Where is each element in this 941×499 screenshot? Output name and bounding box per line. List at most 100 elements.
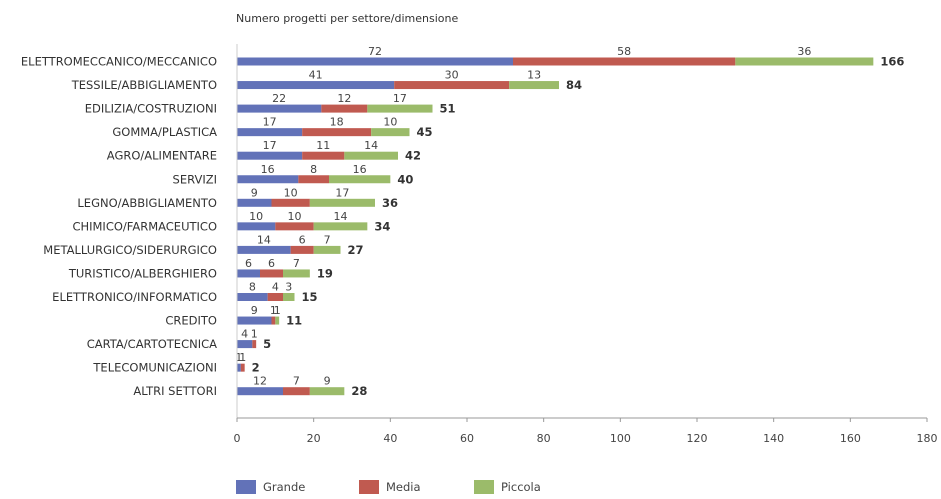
total-value-label: 51 bbox=[440, 102, 456, 116]
category-label: EDILIZIA/COSTRUZIONI bbox=[85, 102, 217, 116]
segment-value-label: 14 bbox=[257, 233, 271, 246]
bar-row: CHIMICO/FARMACEUTICO 10 10 14 34 bbox=[72, 210, 390, 234]
total-value-label: 45 bbox=[417, 125, 433, 139]
bar-segment-piccola bbox=[509, 81, 559, 90]
bar-segment-piccola bbox=[313, 245, 341, 254]
category-label: AGRO/ALIMENTARE bbox=[107, 149, 217, 163]
bar-row: CARTA/CARTOTECNICA 4 15 bbox=[87, 328, 271, 352]
bar-row: METALLURGICO/SIDERURGICO 14 6 7 27 bbox=[43, 233, 363, 257]
segment-value-label: 30 bbox=[445, 69, 459, 82]
x-tick-label: 40 bbox=[383, 432, 397, 445]
legend-item: Piccola bbox=[474, 480, 541, 494]
segment-value-label: 1 bbox=[239, 351, 246, 364]
bar-segment-media bbox=[252, 340, 257, 349]
bar-row: ELETTRONICO/INFORMATICO 8 4 3 15 bbox=[52, 281, 317, 305]
segment-value-label: 36 bbox=[797, 45, 811, 58]
segment-value-label: 14 bbox=[364, 139, 378, 152]
x-tick-label: 160 bbox=[840, 432, 861, 445]
category-label: TURISTICO/ALBERGHIERO bbox=[68, 266, 217, 280]
segment-value-label: 6 bbox=[299, 233, 306, 246]
bar-segment-grande bbox=[237, 293, 268, 301]
bar-segment-piccola bbox=[283, 293, 295, 301]
segment-value-label: 17 bbox=[263, 116, 277, 129]
segment-value-label: 6 bbox=[245, 257, 252, 270]
segment-value-label: 18 bbox=[330, 116, 344, 129]
bar-segment-media bbox=[271, 316, 276, 325]
legend-label: Media bbox=[386, 480, 421, 494]
category-label: GOMMA/PLASTICA bbox=[112, 125, 217, 139]
bar-segment-piccola bbox=[309, 387, 345, 396]
total-value-label: 34 bbox=[374, 219, 390, 233]
total-value-label: 5 bbox=[263, 337, 271, 351]
segment-value-label: 7 bbox=[293, 257, 300, 270]
category-label: TELECOMUNICAZIONI bbox=[92, 361, 217, 375]
bar-row: EDILIZIA/COSTRUZIONI 22 12 17 51 bbox=[85, 92, 456, 116]
segment-value-label: 16 bbox=[353, 163, 367, 176]
x-tick-label: 120 bbox=[687, 432, 708, 445]
segment-value-label: 8 bbox=[310, 163, 317, 176]
legend-item: Grande bbox=[236, 480, 305, 494]
bar-segment-grande bbox=[237, 57, 513, 66]
segment-value-label: 12 bbox=[337, 92, 351, 105]
segment-value-label: 10 bbox=[383, 116, 397, 129]
bar-row: TELECOMUNICAZIONI 112 bbox=[92, 351, 259, 375]
total-value-label: 19 bbox=[317, 266, 333, 280]
segment-value-label: 3 bbox=[285, 281, 292, 294]
total-value-label: 11 bbox=[286, 314, 302, 328]
category-label: ELETTROMECCANICO/MECCANICO bbox=[21, 55, 217, 69]
category-label: LEGNO/ABBIGLIAMENTO bbox=[77, 196, 217, 210]
x-tick-label: 140 bbox=[763, 432, 784, 445]
bar-segment-piccola bbox=[344, 151, 398, 160]
bar-row: SERVIZI 16 8 16 40 bbox=[173, 163, 414, 187]
segment-value-label: 14 bbox=[334, 210, 348, 223]
total-value-label: 28 bbox=[351, 384, 367, 398]
legend-swatch bbox=[236, 480, 256, 494]
bar-segment-grande bbox=[237, 245, 291, 254]
bar-segment-grande bbox=[237, 387, 283, 396]
bar-row: ALTRI SETTORI 12 7 9 28 bbox=[133, 375, 367, 399]
bar-segment-grande bbox=[237, 363, 241, 372]
segment-value-label: 1 bbox=[235, 351, 242, 364]
segment-value-label: 58 bbox=[617, 45, 631, 58]
bar-segment-grande bbox=[237, 340, 253, 349]
total-value-label: 36 bbox=[382, 196, 398, 210]
bar-segment-piccola bbox=[313, 222, 368, 231]
segment-value-label: 22 bbox=[272, 92, 286, 105]
bar-segment-media bbox=[394, 81, 510, 90]
total-value-label: 40 bbox=[397, 172, 413, 186]
category-label: METALLURGICO/SIDERURGICO bbox=[43, 243, 217, 257]
bar-segment-media bbox=[290, 245, 314, 254]
total-value-label: 2 bbox=[252, 361, 260, 375]
x-tick-label: 80 bbox=[537, 432, 551, 445]
bar-segment-grande bbox=[237, 128, 303, 137]
segment-value-label: 16 bbox=[261, 163, 275, 176]
total-value-label: 42 bbox=[405, 149, 421, 163]
x-tick-label: 100 bbox=[610, 432, 631, 445]
legend-label: Grande bbox=[263, 480, 305, 494]
bar-segment-piccola bbox=[371, 128, 410, 137]
segment-value-label: 11 bbox=[316, 139, 330, 152]
segment-value-label: 17 bbox=[335, 186, 349, 199]
total-value-label: 166 bbox=[880, 55, 904, 69]
x-tick-label: 20 bbox=[307, 432, 321, 445]
bar-segment-grande bbox=[237, 151, 303, 160]
bar-segment-media bbox=[240, 363, 245, 372]
segment-value-label: 8 bbox=[249, 281, 256, 294]
bar-segment-media bbox=[321, 104, 368, 113]
segment-value-label: 9 bbox=[251, 186, 258, 199]
bar-segment-media bbox=[283, 387, 310, 396]
segment-value-label: 4 bbox=[241, 328, 248, 341]
segment-value-label: 1 bbox=[251, 328, 258, 341]
legend-label: Piccola bbox=[501, 480, 541, 494]
bar-row: AGRO/ALIMENTARE 17 11 14 42 bbox=[107, 139, 421, 163]
bar-segment-piccola bbox=[367, 104, 433, 113]
x-axis: 0 20 40 60 80 100 120 140 160 180 bbox=[234, 44, 938, 445]
legend-swatch bbox=[474, 480, 494, 494]
segment-value-label: 72 bbox=[368, 45, 382, 58]
category-label: CREDITO bbox=[165, 314, 217, 328]
bar-segment-piccola bbox=[329, 175, 391, 184]
